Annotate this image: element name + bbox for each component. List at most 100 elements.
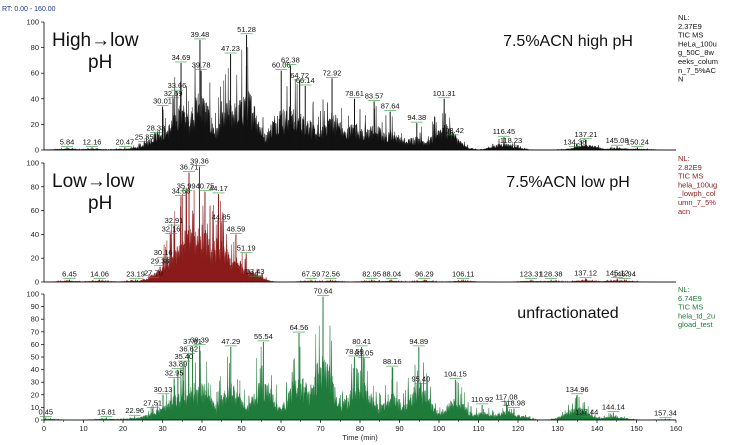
peak-label: 32.69 bbox=[164, 89, 183, 98]
sample-label-line: pH bbox=[88, 52, 112, 73]
side-info-line: N bbox=[678, 75, 683, 84]
y-tick-label: 20 bbox=[31, 390, 39, 399]
peak-label: 106.11 bbox=[452, 270, 474, 279]
peak-label: 15.81 bbox=[97, 407, 116, 416]
peak-label: 30.13 bbox=[154, 385, 173, 394]
side-info-line: acn bbox=[678, 207, 690, 216]
x-tick-label: 150 bbox=[630, 424, 643, 433]
peak-label: 30.16 bbox=[154, 248, 173, 257]
y-tick-label: 30 bbox=[31, 378, 39, 387]
peak-label: 88.04 bbox=[382, 270, 401, 279]
peak-label: 101.31 bbox=[433, 89, 456, 98]
x-tick-label: 70 bbox=[316, 424, 324, 433]
peak-label: 22.96 bbox=[125, 406, 144, 415]
y-tick-label: 50 bbox=[31, 353, 39, 362]
y-tick-label: 20 bbox=[31, 254, 39, 263]
peak-label: 60.06 bbox=[272, 61, 291, 70]
side-info-line: hela_td_2u bbox=[678, 311, 715, 320]
peak-label: 32.95 bbox=[165, 368, 184, 377]
peak-label: 51.28 bbox=[237, 25, 256, 34]
peak-label: 94.38 bbox=[407, 113, 426, 122]
side-info-line: NL: bbox=[678, 154, 690, 163]
side-info-line: TIC MS bbox=[678, 172, 703, 181]
side-info-line: 2.82E9 bbox=[678, 163, 702, 172]
peak-label: 30.01 bbox=[153, 96, 172, 105]
peak-label: 39.48 bbox=[191, 30, 210, 39]
peak-label: 14.06 bbox=[90, 270, 109, 279]
peak-label: 35.40 bbox=[174, 352, 193, 361]
peak-label: 47.23 bbox=[221, 44, 240, 53]
peak-label: 118.98 bbox=[503, 399, 525, 408]
trace-area bbox=[43, 188, 676, 283]
y-tick-label: 60 bbox=[31, 340, 39, 349]
y-tick-label: 80 bbox=[31, 315, 39, 324]
peak-label: 6.45 bbox=[62, 270, 77, 279]
peak-label: 145.08 bbox=[606, 136, 629, 145]
y-tick-label: 60 bbox=[31, 69, 39, 78]
y-tick-label: 60 bbox=[31, 206, 39, 215]
y-tick-label: 80 bbox=[31, 182, 39, 191]
side-info-line: TIC MS bbox=[678, 31, 703, 40]
peak-label: 53.43 bbox=[246, 267, 265, 276]
side-info-line: 6.74E9 bbox=[678, 294, 702, 303]
x-tick-label: 20 bbox=[119, 424, 127, 433]
x-tick-label: 30 bbox=[158, 424, 166, 433]
peak-label: 39.78 bbox=[192, 61, 211, 70]
peak-label: 34.69 bbox=[172, 53, 191, 62]
y-tick-label: 100 bbox=[26, 290, 39, 299]
condition-title: 7.5%ACN high pH bbox=[503, 33, 633, 50]
side-info-line: gload_test bbox=[678, 320, 714, 329]
y-tick-label: 0 bbox=[35, 416, 39, 425]
peak-label: 80.41 bbox=[352, 337, 371, 346]
peak-label: 82.95 bbox=[362, 270, 381, 279]
peak-label: 146.94 bbox=[613, 270, 636, 279]
peak-label: 70.64 bbox=[314, 287, 333, 296]
side-info-line: HeLa_100u bbox=[678, 39, 717, 48]
peak-label: 134.38 bbox=[563, 137, 586, 146]
peak-label: 144.14 bbox=[602, 402, 625, 411]
peak-label: 12.16 bbox=[83, 137, 102, 146]
x-tick-label: 90 bbox=[395, 424, 403, 433]
trace-area bbox=[43, 47, 676, 151]
peak-label: 137.44 bbox=[575, 407, 598, 416]
side-info-line: umn_7_5% bbox=[678, 198, 716, 207]
peak-label: 66.14 bbox=[296, 76, 315, 85]
peak-label: 72.92 bbox=[323, 68, 342, 77]
condition-title: unfractionated bbox=[517, 305, 618, 322]
side-info-line: eeks_colum bbox=[678, 57, 718, 66]
peak-label: 96.29 bbox=[415, 270, 434, 279]
peak-label: 128.38 bbox=[540, 270, 563, 279]
y-tick-label: 40 bbox=[31, 230, 39, 239]
peak-label: 27.51 bbox=[143, 399, 162, 408]
y-tick-label: 100 bbox=[26, 159, 39, 168]
peak-label: 44.17 bbox=[209, 184, 228, 193]
peak-label: 78.59 bbox=[345, 347, 364, 356]
sample-label-line: pH bbox=[88, 193, 112, 214]
sample-label-line: Low→low bbox=[52, 171, 135, 192]
peak-label: 48.59 bbox=[227, 224, 246, 233]
peak-label: 87.64 bbox=[381, 102, 400, 111]
x-tick-label: 10 bbox=[79, 424, 87, 433]
side-info-line: NL: bbox=[678, 13, 690, 22]
y-tick-label: 70 bbox=[31, 327, 39, 336]
peak-label: 40.75 bbox=[196, 182, 215, 191]
peak-label: 29.38 bbox=[151, 257, 170, 266]
y-tick-label: 0 bbox=[35, 278, 39, 287]
peak-label: 44.85 bbox=[212, 213, 231, 222]
peak-label: 32.91 bbox=[165, 216, 184, 225]
peak-label: 64.56 bbox=[290, 323, 309, 332]
x-tick-label: 160 bbox=[670, 424, 683, 433]
side-info-line: g_50C_8w bbox=[678, 48, 714, 57]
peak-label: 145.12 bbox=[606, 268, 629, 277]
y-tick-label: 40 bbox=[31, 365, 39, 374]
side-info-line: _lowph_col bbox=[677, 189, 716, 198]
peak-label: 39.39 bbox=[190, 336, 209, 345]
x-tick-label: 100 bbox=[433, 424, 446, 433]
peak-label: 32.16 bbox=[162, 224, 181, 233]
peak-label: 27.70 bbox=[144, 268, 163, 277]
peak-label: 25.35 bbox=[135, 132, 154, 141]
peak-label: 33.66 bbox=[168, 81, 187, 90]
